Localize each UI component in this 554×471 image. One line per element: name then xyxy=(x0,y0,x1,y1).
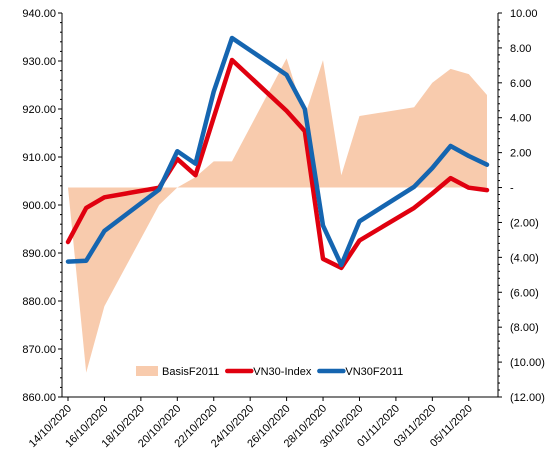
right-axis-tick-label: 6.00 xyxy=(510,78,531,90)
left-axis-tick-label: 920.00 xyxy=(22,104,56,116)
series-line-vn30f2011 xyxy=(65,35,490,268)
right-axis-tick-label: 2.00 xyxy=(510,148,531,160)
area-layer xyxy=(68,58,487,373)
right-axis-tick-label: 10.00 xyxy=(510,8,538,20)
line-layer xyxy=(65,35,490,271)
right-axis-tick-label: (8.00) xyxy=(510,322,539,334)
right-axis-tick-label: (4.00) xyxy=(510,252,539,264)
left-axis-tick-label: 870.00 xyxy=(22,344,56,356)
right-axis-tick-label: - xyxy=(510,183,514,195)
left-axis-tick-label: 890.00 xyxy=(22,248,56,260)
right-axis-tick-label: (2.00) xyxy=(510,217,539,229)
right-axis-tick-label: (6.00) xyxy=(510,287,539,299)
legend-label-vn30f2011: VN30F2011 xyxy=(345,366,403,378)
left-axis-tick-label: 900.00 xyxy=(22,200,56,212)
right-axis-tick-label: 4.00 xyxy=(510,113,531,125)
right-axis-tick-label: (12.00) xyxy=(510,392,545,404)
left-axis-tick-label: 880.00 xyxy=(22,296,56,308)
left-axis-tick-label: 860.00 xyxy=(22,392,56,404)
series-line-vn30-index xyxy=(65,57,490,271)
legend-swatch-basisf2011 xyxy=(136,366,158,376)
right-axis-tick-label: (10.00) xyxy=(510,357,545,369)
left-axis-tick-label: 930.00 xyxy=(22,56,56,68)
series-area-basis xyxy=(68,58,487,373)
left-axis-tick-label: 940.00 xyxy=(22,8,56,20)
left-axis-tick-label: 910.00 xyxy=(22,152,56,164)
right-axis-tick-label: 8.00 xyxy=(510,43,531,55)
legend-label-basisf2011: BasisF2011 xyxy=(162,366,219,378)
legend-label-vn30-index: VN30-Index xyxy=(253,366,312,378)
legend: BasisF2011 VN30-Index VN30F2011 xyxy=(136,366,403,378)
